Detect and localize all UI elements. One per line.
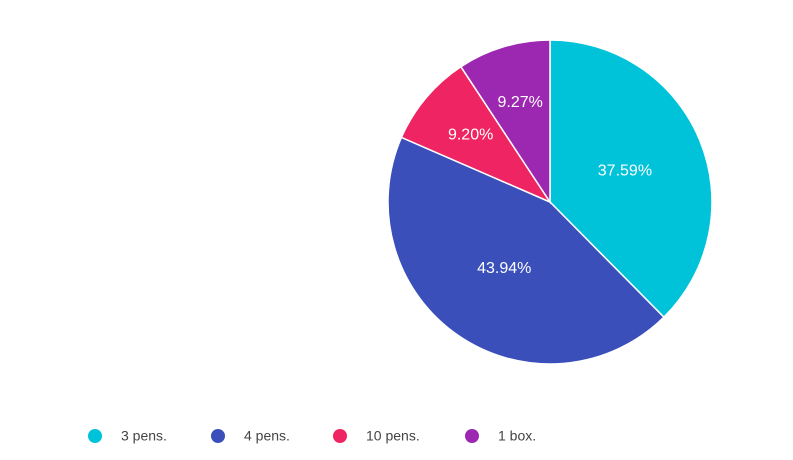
legend-marker[interactable]: [333, 429, 347, 443]
pie-slice: [549, 39, 713, 319]
data-label: 9.20%: [448, 126, 493, 143]
legend-label[interactable]: 4 pens.: [244, 428, 290, 444]
legend-marker[interactable]: [88, 429, 102, 443]
legend-label[interactable]: 10 pens.: [366, 428, 420, 444]
legend-label[interactable]: 3 pens.: [121, 428, 167, 444]
legend-label[interactable]: 1 box.: [498, 428, 536, 444]
pie-slice: [459, 39, 551, 205]
legend-marker[interactable]: [211, 429, 225, 443]
data-label: 43.94%: [477, 260, 531, 277]
pie-slice: [387, 136, 665, 365]
legend-marker[interactable]: [465, 429, 479, 443]
data-label: 37.59%: [598, 162, 652, 179]
pie-slice: [400, 65, 553, 204]
data-label: 9.27%: [498, 94, 543, 111]
